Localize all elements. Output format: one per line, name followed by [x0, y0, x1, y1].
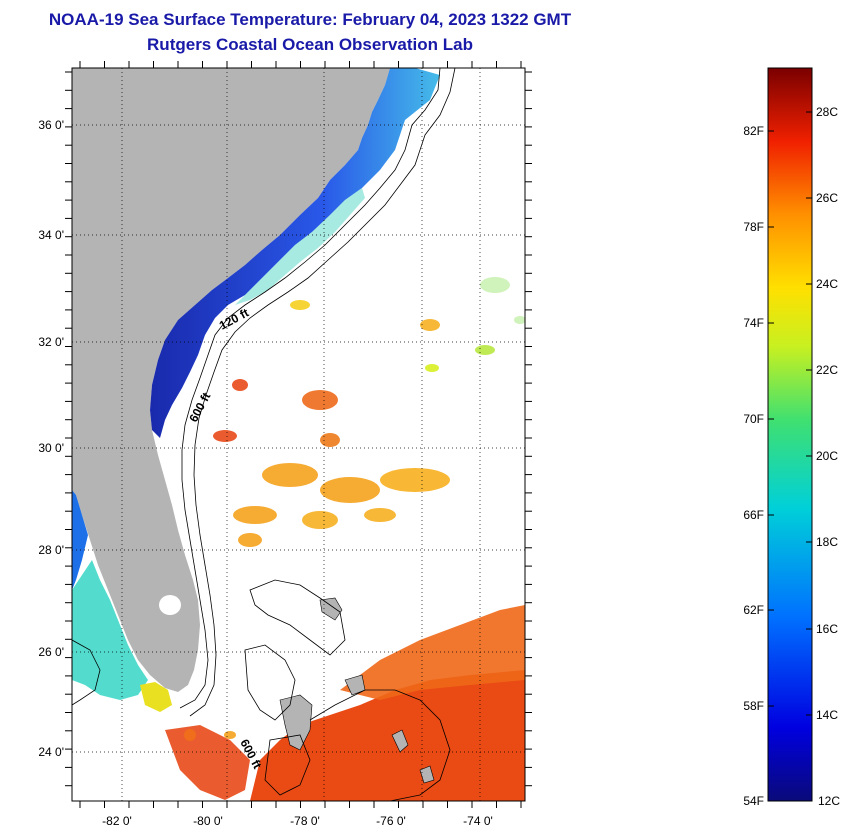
cb-label-70f: 70F — [743, 412, 764, 426]
cb-label-62f: 62F — [743, 603, 764, 617]
cb-label-58f: 58F — [743, 699, 764, 713]
cb-label-16c: 16C — [816, 622, 838, 636]
map-tick-marks — [65, 61, 532, 808]
scattered-warm-patches — [184, 277, 525, 741]
cb-label-20c: 20C — [816, 449, 838, 463]
colorbar-celsius-labels: 28C 26C 24C 22C 20C 18C 16C 14C 12C — [816, 105, 840, 808]
longitude-labels: -82 0' -80 0' -78 0' -76 0' -74 0' — [102, 814, 493, 828]
lat-label-30: 30 0' — [38, 441, 64, 455]
map-subtitle: Rutgers Coastal Ocean Observation Lab — [147, 35, 473, 54]
lat-label-36: 36 0' — [38, 118, 64, 132]
map-title: NOAA-19 Sea Surface Temperature: Februar… — [48, 10, 572, 29]
lon-label-74: -74 0' — [463, 814, 493, 828]
bathymetry-contours — [72, 68, 456, 801]
cb-label-78f: 78F — [743, 220, 764, 234]
warm-water-south — [250, 670, 525, 801]
lon-label-76: -76 0' — [376, 814, 406, 828]
warm-water-east — [340, 605, 525, 700]
warm-water-straits — [165, 725, 250, 800]
shelf-water-cyan — [235, 188, 365, 305]
lat-label-34: 34 0' — [38, 228, 64, 242]
cb-label-26c: 26C — [816, 191, 838, 205]
lat-label-32: 32 0' — [38, 335, 64, 349]
gulf-cold-water — [72, 490, 88, 590]
lon-label-78: -78 0' — [290, 814, 320, 828]
cold-coastal-water — [150, 68, 440, 438]
map-plot-area: 120 ft 600 ft 600 ft — [72, 68, 525, 801]
cb-label-82f: 82F — [743, 124, 764, 138]
map-frame — [71, 67, 526, 802]
gulf-cyan-water — [72, 560, 148, 700]
land-mainland — [72, 68, 390, 692]
cb-label-28c: 28C — [816, 105, 838, 119]
cb-label-66f: 66F — [743, 508, 764, 522]
lon-label-80: -80 0' — [193, 814, 223, 828]
cb-label-54f: 54F — [743, 794, 764, 808]
colorbar-gradient — [767, 67, 813, 802]
cb-label-18c: 18C — [816, 535, 838, 549]
cb-label-22c: 22C — [816, 363, 838, 377]
colorbar-ticks — [768, 111, 812, 716]
colorbar: 82F 78F 74F 70F 66F 62F 58F 54F 28C 26C … — [743, 67, 840, 808]
bahamas-islands — [279, 597, 435, 784]
lon-label-82: -82 0' — [102, 814, 132, 828]
lat-label-24: 24 0' — [38, 745, 64, 759]
lat-label-28: 28 0' — [38, 543, 64, 557]
cb-label-74f: 74F — [743, 316, 764, 330]
latitude-labels: 36 0' 34 0' 32 0' 30 0' 28 0' 26 0' 24 0… — [38, 118, 64, 759]
lat-label-26: 26 0' — [38, 645, 64, 659]
cb-label-12c: 12C — [818, 794, 840, 808]
cb-label-14c: 14C — [816, 708, 838, 722]
colorbar-fahrenheit-labels: 82F 78F 74F 70F 66F 62F 58F 54F — [743, 124, 764, 808]
gulf-yellow-water — [140, 682, 172, 712]
cb-label-24c: 24C — [816, 277, 838, 291]
lake-okeechobee — [159, 595, 181, 615]
